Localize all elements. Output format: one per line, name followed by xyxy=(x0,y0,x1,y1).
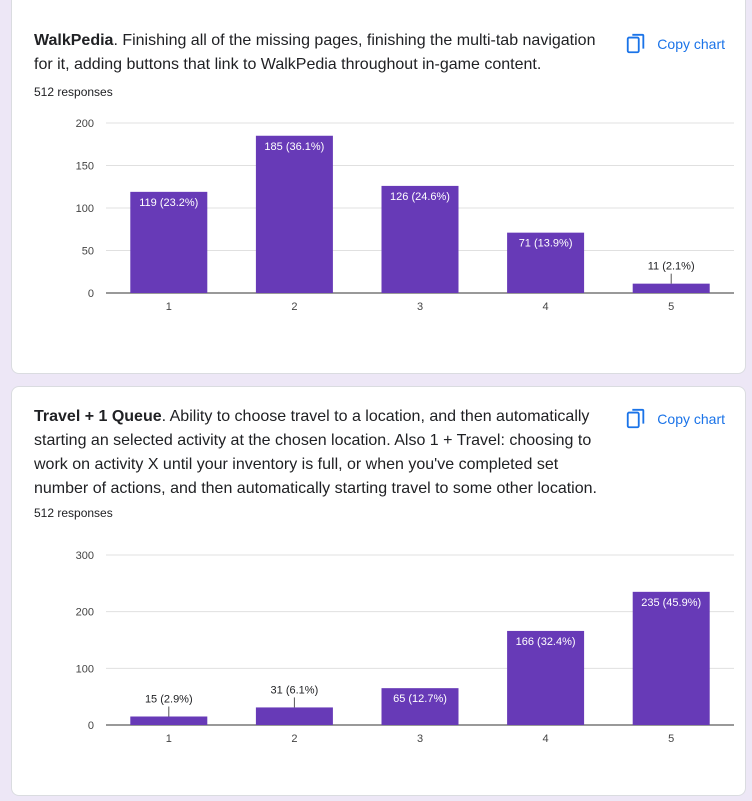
y-tick-label: 200 xyxy=(76,607,94,619)
bar-data-label: 65 (12.7%) xyxy=(393,693,447,705)
bar-data-label: 185 (36.1%) xyxy=(264,141,324,153)
response-count: 512 responses xyxy=(34,506,113,520)
x-tick-label: 2 xyxy=(291,733,297,745)
bar xyxy=(381,185,459,293)
copy-chart-button[interactable]: Copy chart xyxy=(621,406,729,432)
bar-data-label: 15 (2.9%) xyxy=(145,694,193,706)
question-card: WalkPedia. Finishing all of the missing … xyxy=(11,0,746,374)
bar xyxy=(632,283,710,293)
x-tick-label: 5 xyxy=(668,733,674,745)
bar-data-label: 11 (2.1%) xyxy=(648,261,695,273)
x-tick-label: 1 xyxy=(166,733,172,745)
bar-data-label: 71 (13.9%) xyxy=(519,238,573,250)
bar-chart: 0 50 100 150 200 1 119 (23.2%) 2 185 (36.1%) 3 126… xyxy=(12,1,747,321)
bar-data-label: 235 (45.9%) xyxy=(641,597,701,609)
question-title: WalkPedia. Finishing all of the missing … xyxy=(34,29,604,77)
copy-icon xyxy=(627,33,645,54)
x-tick-label: 3 xyxy=(417,733,423,745)
x-tick-label: 4 xyxy=(543,301,549,313)
y-tick-label: 200 xyxy=(76,118,94,130)
response-count: 512 responses xyxy=(34,85,113,99)
question-title: Travel + 1 Queue. Ability to choose trav… xyxy=(34,405,604,501)
bar-data-label: 166 (32.4%) xyxy=(516,636,576,648)
bar xyxy=(632,591,710,725)
x-tick-label: 3 xyxy=(417,301,423,313)
copy-icon xyxy=(627,408,645,429)
y-tick-label: 150 xyxy=(76,161,94,173)
bar-chart: 0 100 200 300 1 15 (2.9%) 2 31 (6.1%) 3 65 (12.7%… xyxy=(12,1,747,801)
x-tick-label: 4 xyxy=(543,733,549,745)
x-tick-label: 1 xyxy=(166,301,172,313)
bar-data-label: 31 (6.1%) xyxy=(271,684,319,696)
bar xyxy=(130,191,208,293)
question-title-bold: Travel + 1 Queue xyxy=(34,408,162,425)
question-title-bold: WalkPedia xyxy=(34,32,114,49)
copy-chart-label: Copy chart xyxy=(657,411,725,427)
bar xyxy=(255,707,333,725)
y-tick-label: 100 xyxy=(76,663,94,675)
bar-data-label: 126 (24.6%) xyxy=(390,191,450,203)
y-tick-label: 0 xyxy=(88,288,94,300)
bar xyxy=(130,716,208,725)
question-title-text: . Ability to choose travel to a location… xyxy=(34,408,597,497)
bar xyxy=(255,135,333,293)
y-tick-label: 0 xyxy=(88,720,94,732)
question-title-text: . Finishing all of the missing pages, fi… xyxy=(34,32,596,73)
y-tick-label: 100 xyxy=(76,203,94,215)
x-tick-label: 2 xyxy=(291,301,297,313)
copy-chart-label: Copy chart xyxy=(657,36,725,52)
bar xyxy=(507,232,585,293)
bar xyxy=(507,630,585,725)
y-tick-label: 300 xyxy=(76,550,94,562)
copy-chart-button[interactable]: Copy chart xyxy=(621,31,729,57)
y-tick-label: 50 xyxy=(82,246,94,258)
x-tick-label: 5 xyxy=(668,301,674,313)
bar-chart-svg: 0 100 200 300 1 15 (2.9%) 2 31 (6.1%) 3 65 (12.7%… xyxy=(76,550,734,745)
bar-data-label: 119 (23.2%) xyxy=(139,197,198,209)
bar xyxy=(381,688,459,725)
question-card: Travel + 1 Queue. Ability to choose trav… xyxy=(11,386,746,796)
bar-chart-svg: 0 50 100 150 200 1 119 (23.2%) 2 185 (36.1%) 3 126… xyxy=(76,118,734,313)
